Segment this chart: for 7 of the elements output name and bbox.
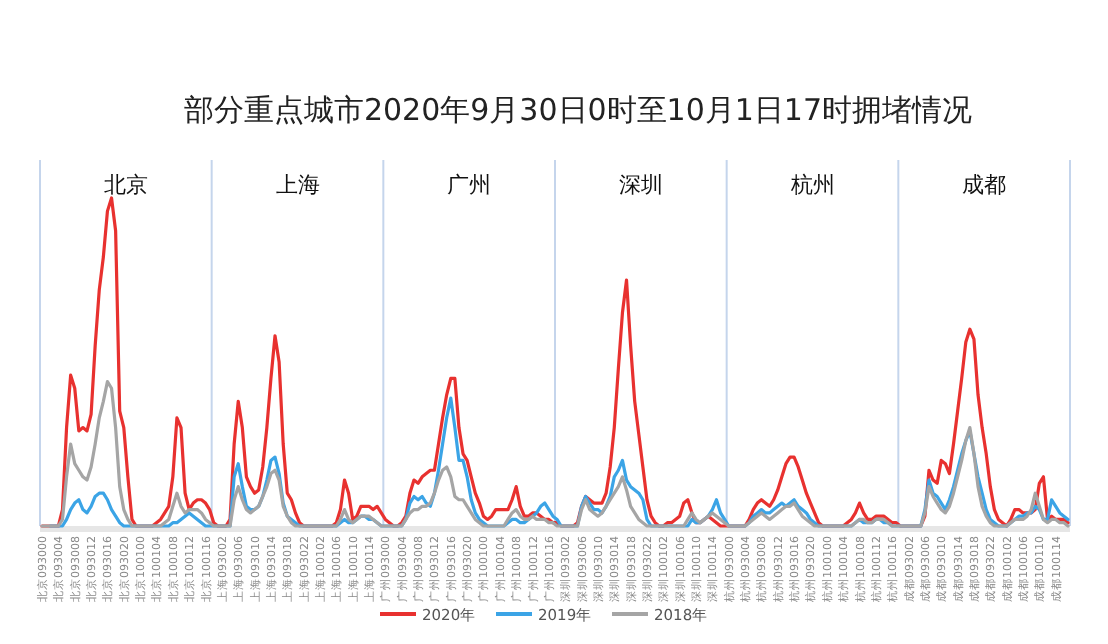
annotation: 上海 <box>275 172 320 198</box>
annotation: 杭州 <box>788 172 835 198</box>
chart-title: 部分重点城市2020年9月30日0时至10月1日17时拥堵情况 <box>183 92 973 128</box>
annotation: 成都 <box>962 172 1007 198</box>
annotation: 北京 <box>103 172 148 198</box>
annotation: 深圳 <box>618 172 663 198</box>
annotation: 广州 <box>447 172 492 198</box>
